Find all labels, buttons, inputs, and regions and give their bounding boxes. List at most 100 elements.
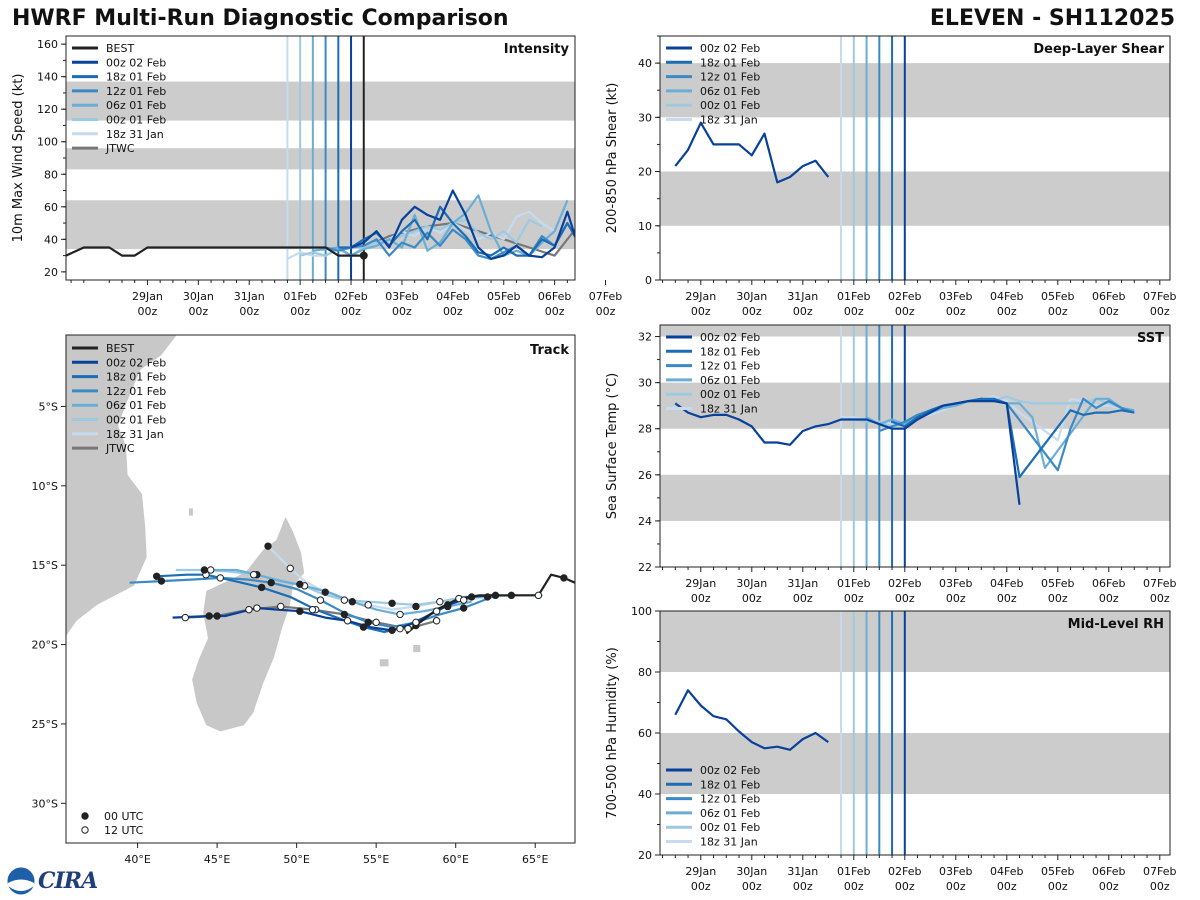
sst-xtick-sublabel: 00z — [742, 592, 762, 605]
shear-frame — [659, 35, 1171, 281]
shear-legend-label-00z-01-feb: 00z 01 Feb — [700, 99, 760, 112]
sst-ytick-label: 28 — [638, 423, 652, 436]
sst-ylabel: Sea Surface Temp (°C) — [605, 373, 620, 520]
rh-legend-label-00z-01-feb: 00z 01 Feb — [700, 821, 760, 834]
intensity-panel: 20 40 60 80 100 120 140 160 29Jan 00z 30Jan 00z 31Ja… — [11, 35, 622, 318]
shear-band-1 — [660, 63, 1170, 118]
reunion-land — [378, 658, 390, 668]
shear-ytick-label: 0 — [645, 274, 652, 287]
track-marker-legend-00-utc — [81, 812, 89, 820]
intensity-series-00z-02-feb — [350, 189, 575, 260]
shear-xtick-label: 29Jan — [685, 290, 716, 303]
intensity-best-current-marker — [359, 251, 368, 260]
rh-xtick-sublabel: 00z — [1099, 880, 1119, 893]
intensity-ytick-label: 100 — [37, 136, 58, 149]
sst-xtick-sublabel: 00z — [1150, 592, 1170, 605]
track-marker-jtwc — [213, 612, 221, 620]
intensity-xtick-sublabel: 00z — [290, 305, 310, 318]
track-marker-00z-01-feb — [388, 599, 396, 607]
track-ytick-label: 5°S — [39, 400, 58, 413]
track-legend-label-jtwc: JTWC — [105, 442, 135, 455]
shear-xtick-label: 01Feb — [837, 290, 870, 303]
track-marker-best — [534, 591, 543, 600]
sst-xtick-sublabel: 00z — [895, 592, 915, 605]
track-marker-18z-31-jan — [507, 591, 516, 600]
sst-series-12z-01-feb — [878, 397, 1135, 472]
track-ytick-label: 25°S — [32, 718, 58, 731]
track-legend-label-12z-01-feb: 12z 01 Feb — [106, 385, 166, 398]
rh-xtick-sublabel: 00z — [997, 880, 1017, 893]
sst-legend-label-00z-01-feb: 00z 01 Feb — [700, 388, 760, 401]
rh-xtick-sublabel: 00z — [844, 880, 864, 893]
track-marker-12z-01-feb — [267, 578, 275, 587]
rh-title: Mid-Level RH — [1068, 617, 1164, 632]
mauritius-land — [412, 644, 422, 653]
track-xtick-label: 60°E — [442, 853, 468, 866]
sst-xtick-label: 05Feb — [1041, 577, 1074, 590]
rh-xtick-label: 31Jan — [787, 865, 818, 878]
rh-xtick-label: 04Feb — [990, 865, 1023, 878]
rh-legend-label-12z-01-feb: 12z 01 Feb — [700, 793, 760, 806]
africa-land — [66, 335, 178, 638]
track-marker-00z-01-feb — [340, 596, 349, 604]
track-marker-12z-01-feb — [157, 577, 166, 585]
track-marker-00z-01-feb — [249, 571, 258, 579]
track-marker-jtwc — [372, 618, 380, 627]
shear-legend-label-06z-01-feb: 06z 01 Feb — [700, 85, 760, 98]
track-ytick-label: 15°S — [32, 559, 58, 572]
intensity-ytick-label: 120 — [37, 103, 58, 116]
shear-legend-label-00z-02-feb: 00z 02 Feb — [700, 42, 760, 55]
intensity-xtick-sublabel: 00z — [545, 305, 565, 318]
track-marker-00z-02-feb — [253, 604, 261, 612]
track-marker-18z-01-feb — [359, 623, 368, 631]
rh-xtick-sublabel: 00z — [1048, 880, 1068, 893]
track-marker-18z-01-feb — [396, 624, 404, 633]
shear-xtick-sublabel: 00z — [793, 305, 813, 318]
track-marker-18z-31-jan — [264, 542, 272, 550]
track-marker-best — [491, 591, 500, 600]
rh-band-0 — [660, 733, 1170, 794]
track-marker-jtwc — [245, 605, 253, 614]
rh-xtick-sublabel: 00z — [946, 880, 966, 893]
cira-logo: CIRA — [6, 866, 98, 896]
track-frame — [65, 334, 576, 844]
intensity-xtick-sublabel: 00z — [188, 305, 208, 318]
rh-ytick-label: 20 — [638, 849, 652, 862]
track-marker-18z-31-jan — [412, 602, 420, 611]
sst-frame — [659, 324, 1171, 568]
intensity-xtick-label: 31Jan — [234, 290, 265, 303]
track-legend-label-18z-01-feb: 18z 01 Feb — [106, 371, 166, 384]
sst-band-0 — [660, 474, 1170, 521]
shear-title: Deep-Layer Shear — [1033, 42, 1164, 57]
track-marker-legend-label-12-utc: 12 UTC — [104, 824, 144, 837]
shear-xtick-label: 02Feb — [888, 290, 921, 303]
rh-ytick-label: 40 — [638, 788, 652, 801]
shear-xtick-label: 31Jan — [787, 290, 818, 303]
track-marker-00z-01-feb — [296, 580, 304, 588]
track-marker-00z-01-feb — [483, 593, 492, 601]
sst-ytick-label: 26 — [638, 469, 652, 482]
sst-legend-label-12z-01-feb: 12z 01 Feb — [700, 360, 760, 373]
intensity-xtick-sublabel: 00z — [138, 305, 158, 318]
intensity-series-06z-01-feb — [312, 194, 569, 257]
intensity-band-2 — [66, 81, 575, 121]
sst-ytick-label: 32 — [638, 331, 652, 344]
sst-xtick-sublabel: 00z — [946, 592, 966, 605]
sst-xtick-sublabel: 00z — [1099, 592, 1119, 605]
rh-panel: 20 40 60 80 100 29Jan 00z 30Jan 00z 31Jan 00z 01Feb… — [605, 605, 1177, 893]
sst-xtick-sublabel: 00z — [793, 592, 813, 605]
track-marker-06z-01-feb — [396, 610, 404, 619]
track-marker-00z-02-feb — [343, 617, 352, 625]
track-marker-00z-02-feb — [467, 593, 476, 601]
sst-legend-label-00z-02-feb: 00z 02 Feb — [700, 331, 760, 344]
track-title: Track — [530, 343, 569, 358]
intensity-ytick-label: 40 — [44, 233, 58, 246]
intensity-ytick-label: 80 — [44, 168, 58, 181]
shear-series-00z-02-feb — [674, 121, 830, 184]
track-xtick-label: 65°E — [522, 853, 548, 866]
track-panel: 40°E 45°E 50°E 55°E 60°E 65°E 5°S 10°S 15°S 20°S 2… — [32, 334, 576, 866]
intensity-band-1 — [66, 148, 575, 170]
intensity-xtick-label: 02Feb — [334, 290, 367, 303]
track-marker-12z-01-feb — [459, 604, 468, 612]
